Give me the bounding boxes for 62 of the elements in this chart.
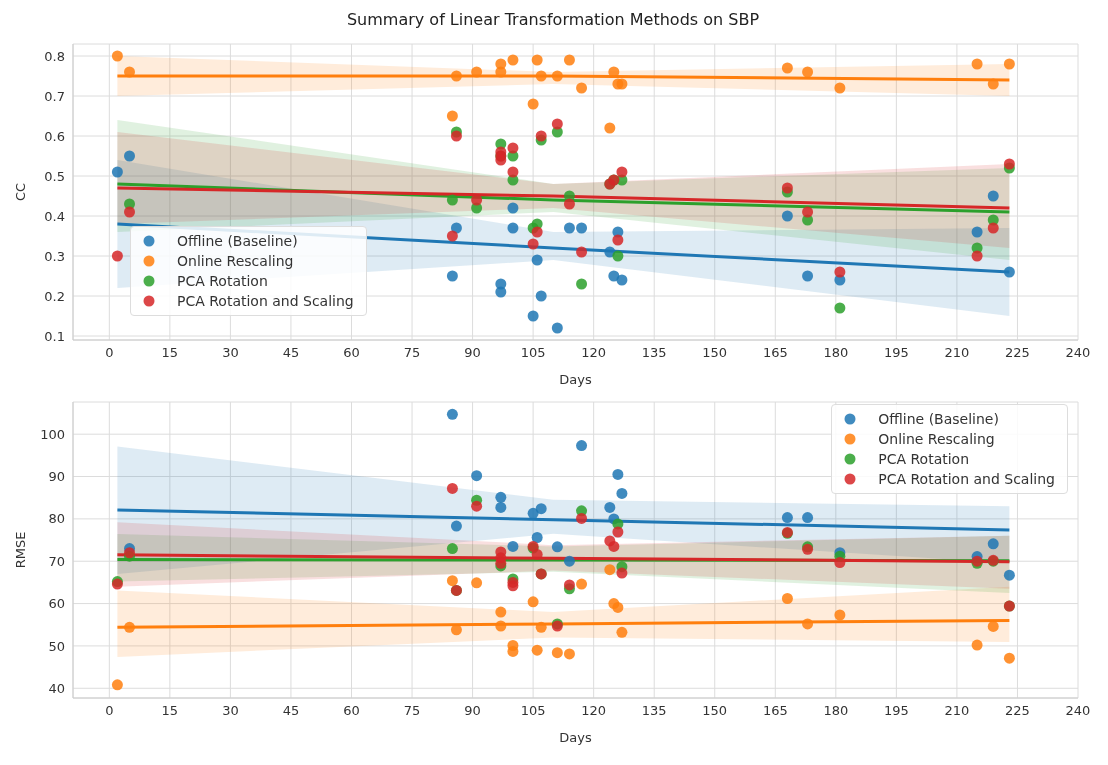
x-tick-label: 105 — [520, 345, 546, 361]
y-tick-label: 0.3 — [44, 248, 65, 264]
x-tick-label: 180 — [823, 345, 849, 361]
y-tick-label: 60 — [48, 596, 65, 612]
legend-label: Offline (Baseline) — [177, 232, 298, 251]
x-tick-label: 225 — [1005, 703, 1030, 719]
x-tick-label: 120 — [581, 703, 607, 719]
x-axis-title: Days — [559, 730, 592, 745]
y-tick-label: 0.4 — [44, 208, 65, 224]
x-axis-title: Days — [559, 372, 592, 387]
legend-label: PCA Rotation and Scaling — [177, 292, 354, 311]
x-tick-label: 210 — [944, 345, 970, 361]
y-axis-title: RMSE — [12, 531, 28, 569]
x-tick-label: 45 — [282, 345, 300, 361]
y-tick-label: 0.8 — [44, 48, 65, 64]
legend-label: Online Rescaling — [177, 252, 294, 271]
x-tick-label: 75 — [403, 703, 421, 719]
y-tick-label: 0.7 — [44, 88, 65, 104]
y-tick-label: 40 — [48, 680, 65, 696]
y-tick-label: 0.2 — [44, 288, 65, 304]
x-tick-label: 195 — [883, 345, 909, 361]
y-tick-label: 0.5 — [44, 168, 65, 184]
chart-title: Summary of Linear Transformation Methods on SBP — [345, 9, 761, 31]
x-tick-label: 195 — [883, 703, 909, 719]
x-tick-label: 165 — [762, 703, 788, 719]
x-tick-label: 135 — [641, 703, 667, 719]
x-tick-label: 30 — [222, 703, 239, 719]
x-tick-label: 135 — [641, 345, 667, 361]
y-tick-label: 100 — [40, 426, 65, 442]
y-tick-label: 0.6 — [44, 128, 65, 144]
y-tick-label: 0.1 — [44, 328, 65, 344]
y-tick-label: 50 — [48, 638, 65, 654]
x-tick-label: 0 — [105, 703, 114, 719]
x-tick-label: 60 — [343, 703, 360, 719]
x-tick-label: 0 — [105, 345, 114, 361]
x-tick-label: 150 — [702, 345, 728, 361]
legend-label: PCA Rotation and Scaling — [878, 470, 1055, 489]
x-tick-label: 150 — [702, 703, 728, 719]
x-tick-label: 105 — [520, 703, 546, 719]
x-tick-label: 45 — [282, 703, 300, 719]
x-tick-label: 75 — [403, 345, 421, 361]
x-tick-label: 90 — [464, 345, 481, 361]
y-tick-label: 80 — [48, 511, 65, 527]
x-tick-label: 210 — [944, 703, 970, 719]
x-tick-label: 15 — [161, 703, 179, 719]
legend-label: PCA Rotation — [177, 272, 268, 291]
x-tick-label: 240 — [1065, 345, 1091, 361]
x-tick-label: 240 — [1065, 703, 1091, 719]
legend-label: Online Rescaling — [878, 430, 995, 449]
y-tick-label: 90 — [48, 469, 65, 485]
x-tick-label: 15 — [161, 345, 179, 361]
y-axis-title: CC — [12, 182, 28, 202]
x-tick-label: 120 — [581, 345, 607, 361]
x-tick-label: 180 — [823, 703, 849, 719]
legend-label: PCA Rotation — [878, 450, 970, 469]
x-tick-label: 165 — [762, 345, 788, 361]
x-tick-label: 225 — [1005, 345, 1030, 361]
y-tick-label: 70 — [48, 553, 65, 569]
legend-label: Offline (Baseline) — [878, 410, 999, 429]
x-tick-label: 30 — [222, 345, 239, 361]
x-tick-label: 90 — [464, 703, 481, 719]
x-tick-label: 60 — [343, 345, 360, 361]
